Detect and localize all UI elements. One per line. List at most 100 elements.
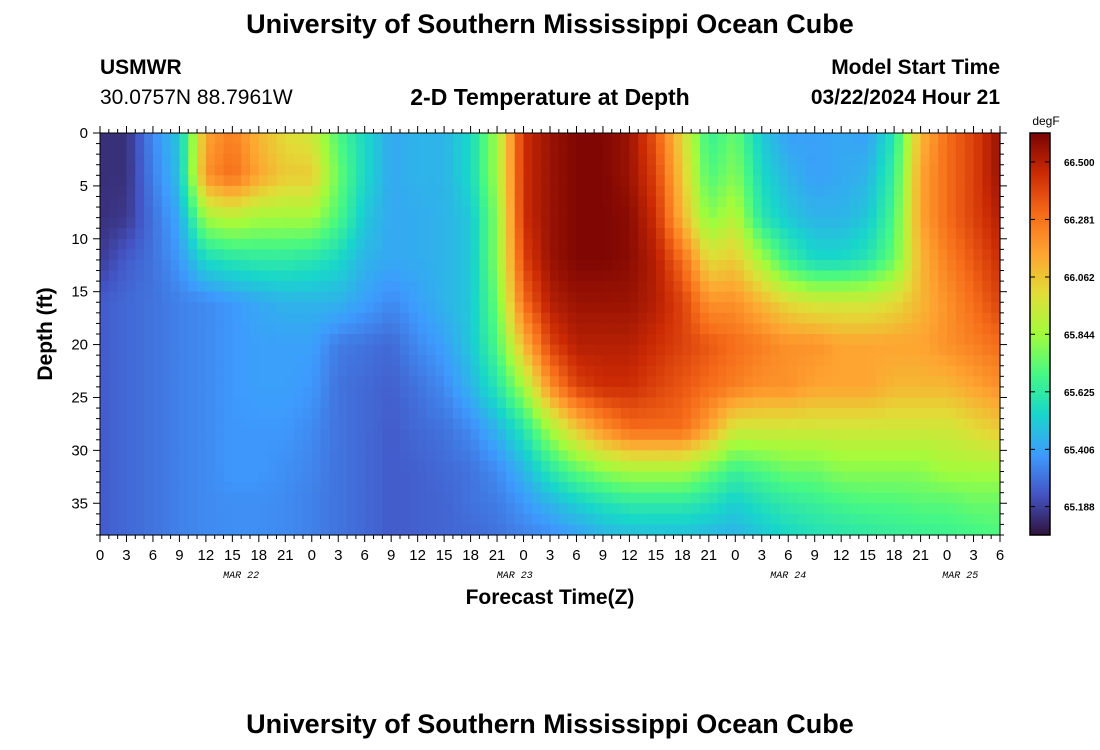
heatmap-cell bbox=[964, 323, 975, 335]
heatmap-cell bbox=[867, 164, 878, 176]
heatmap-cell bbox=[735, 207, 745, 219]
heatmap-cell bbox=[982, 492, 992, 504]
heatmap-cell bbox=[929, 259, 939, 272]
heatmap-cell bbox=[761, 228, 772, 240]
heatmap-cell bbox=[523, 334, 533, 346]
heatmap-cell bbox=[620, 524, 631, 536]
heatmap-cell bbox=[567, 133, 578, 145]
heatmap-cell bbox=[205, 175, 216, 187]
heatmap-cell bbox=[364, 302, 375, 314]
heatmap-cell bbox=[691, 270, 701, 282]
heatmap-cell bbox=[594, 334, 604, 346]
heatmap-cell bbox=[744, 418, 754, 430]
heatmap-cell bbox=[479, 133, 489, 145]
heatmap-cell bbox=[108, 513, 119, 526]
heatmap-cell bbox=[770, 291, 781, 303]
heatmap-cell bbox=[532, 228, 542, 240]
heatmap-cell bbox=[602, 164, 613, 176]
heatmap-cell bbox=[347, 450, 357, 462]
heatmap-cell bbox=[391, 291, 401, 303]
heatmap-cell bbox=[770, 164, 781, 176]
heatmap-cell bbox=[320, 302, 331, 314]
heatmap-cell bbox=[179, 376, 189, 388]
heatmap-cell bbox=[567, 450, 578, 462]
heatmap-cell bbox=[779, 365, 789, 377]
heatmap-cell bbox=[717, 291, 728, 303]
heatmap-cell bbox=[250, 259, 260, 272]
heatmap-cell bbox=[179, 344, 189, 356]
heatmap-cell bbox=[250, 429, 260, 441]
heatmap-cell bbox=[417, 418, 428, 430]
heatmap-cell bbox=[470, 513, 481, 526]
heatmap-cell bbox=[726, 386, 736, 399]
heatmap-cell bbox=[223, 175, 233, 187]
heatmap-cell bbox=[708, 397, 719, 409]
heatmap-cell bbox=[426, 355, 436, 367]
heatmap-cell bbox=[391, 503, 401, 515]
heatmap-cell bbox=[223, 397, 233, 409]
heatmap-cell bbox=[770, 270, 781, 282]
x-tick-label: 21 bbox=[912, 547, 929, 564]
heatmap-cell bbox=[152, 154, 163, 166]
heatmap-cell bbox=[602, 228, 613, 240]
heatmap-cell bbox=[602, 429, 613, 441]
heatmap-cell bbox=[391, 344, 401, 356]
heatmap-cell bbox=[302, 207, 313, 219]
heatmap-cell bbox=[497, 418, 507, 430]
heatmap-cell bbox=[814, 175, 825, 187]
heatmap-cell bbox=[717, 386, 728, 399]
heatmap-cell bbox=[523, 249, 533, 261]
heatmap-cell bbox=[567, 175, 578, 187]
heatmap-cell bbox=[373, 291, 383, 303]
heatmap-cell bbox=[470, 408, 481, 420]
heatmap-cell bbox=[161, 175, 172, 187]
heatmap-cell bbox=[355, 429, 366, 441]
heatmap-cell bbox=[885, 323, 895, 335]
heatmap-cell bbox=[470, 238, 481, 250]
heatmap-cell bbox=[991, 355, 1001, 367]
heatmap-cell bbox=[214, 164, 225, 176]
heatmap-cell bbox=[797, 418, 807, 430]
heatmap-cell bbox=[541, 217, 551, 229]
heatmap-cell bbox=[126, 302, 136, 314]
heatmap-cell bbox=[505, 143, 516, 155]
heatmap-cell bbox=[338, 418, 348, 430]
heatmap-cell bbox=[682, 228, 692, 240]
heatmap-cell bbox=[241, 323, 251, 335]
heatmap-cell bbox=[947, 143, 957, 155]
heatmap-cell bbox=[444, 270, 454, 282]
heatmap-cell bbox=[700, 408, 710, 420]
heatmap-cell bbox=[602, 217, 613, 229]
heatmap-cell bbox=[400, 228, 410, 240]
heatmap-cell bbox=[444, 397, 454, 409]
heatmap-cell bbox=[452, 302, 463, 314]
heatmap-cell bbox=[232, 249, 242, 261]
heatmap-cell bbox=[797, 228, 807, 240]
heatmap-cell bbox=[691, 460, 701, 473]
heatmap-cell bbox=[205, 185, 216, 198]
heatmap-cell bbox=[505, 259, 516, 272]
heatmap-cell bbox=[382, 164, 392, 176]
heatmap-cell bbox=[620, 365, 631, 377]
heatmap-cell bbox=[523, 355, 533, 367]
heatmap-cell bbox=[647, 281, 657, 293]
heatmap-cell bbox=[700, 482, 710, 494]
heatmap-cell bbox=[717, 439, 728, 451]
heatmap-cell bbox=[964, 344, 975, 356]
heatmap-cell bbox=[735, 482, 745, 494]
heatmap-cell bbox=[470, 492, 481, 504]
heatmap-cell bbox=[876, 503, 886, 515]
heatmap-cell bbox=[920, 133, 931, 145]
heatmap-cell bbox=[241, 386, 251, 399]
heatmap-cell bbox=[197, 175, 207, 187]
heatmap-cell bbox=[514, 503, 525, 515]
heatmap-cell bbox=[973, 344, 983, 356]
heatmap-cell bbox=[700, 492, 710, 504]
heatmap-cell bbox=[911, 439, 922, 451]
heatmap-cell bbox=[338, 164, 348, 176]
heatmap-cell bbox=[558, 524, 569, 536]
heatmap-cell bbox=[717, 450, 728, 462]
heatmap-cell bbox=[920, 471, 931, 483]
heatmap-cell bbox=[920, 217, 931, 229]
heatmap-cell bbox=[302, 312, 313, 325]
